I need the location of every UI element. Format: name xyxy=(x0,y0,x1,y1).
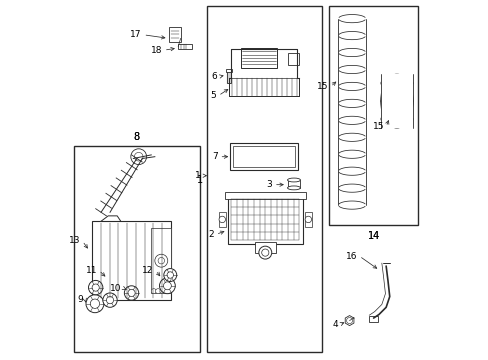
Bar xyxy=(233,146,295,167)
Circle shape xyxy=(90,299,100,309)
Text: 13: 13 xyxy=(69,237,81,246)
Text: 7: 7 xyxy=(211,152,217,161)
Text: 3: 3 xyxy=(266,180,271,189)
Circle shape xyxy=(261,249,268,256)
Text: 1: 1 xyxy=(197,175,203,185)
Text: 12: 12 xyxy=(142,266,153,275)
Circle shape xyxy=(134,152,142,161)
Bar xyxy=(178,44,191,49)
Circle shape xyxy=(305,216,311,223)
Text: 2: 2 xyxy=(208,230,214,239)
Circle shape xyxy=(163,269,176,282)
Text: 14: 14 xyxy=(366,231,379,240)
Bar xyxy=(230,143,298,170)
Bar xyxy=(241,48,276,68)
Circle shape xyxy=(151,289,156,294)
Bar xyxy=(380,74,412,128)
Text: 15: 15 xyxy=(317,82,328,91)
Text: 4: 4 xyxy=(331,320,337,329)
Ellipse shape xyxy=(380,74,412,128)
Circle shape xyxy=(88,280,102,295)
Circle shape xyxy=(167,272,173,278)
Circle shape xyxy=(131,149,146,165)
Bar xyxy=(287,180,300,188)
Text: 10: 10 xyxy=(110,284,122,293)
Circle shape xyxy=(163,282,171,290)
Ellipse shape xyxy=(287,178,300,182)
Text: 14: 14 xyxy=(366,231,379,240)
Bar xyxy=(169,27,180,42)
Bar xyxy=(287,53,298,65)
Circle shape xyxy=(124,286,139,300)
Bar xyxy=(328,6,418,225)
Bar xyxy=(304,212,311,226)
Bar xyxy=(254,242,276,253)
Text: 8: 8 xyxy=(134,132,140,142)
Bar xyxy=(92,221,171,300)
Bar xyxy=(206,6,321,352)
Circle shape xyxy=(346,318,352,324)
Text: 16: 16 xyxy=(345,252,357,261)
Circle shape xyxy=(159,278,175,294)
Circle shape xyxy=(102,293,117,307)
Circle shape xyxy=(155,289,160,294)
Text: 9: 9 xyxy=(77,294,83,303)
Ellipse shape xyxy=(385,82,407,120)
Ellipse shape xyxy=(287,186,300,190)
Text: 6: 6 xyxy=(211,72,217,81)
Circle shape xyxy=(128,289,135,297)
Text: 17: 17 xyxy=(130,30,142,39)
Text: 11: 11 xyxy=(85,266,97,275)
Bar xyxy=(218,212,225,226)
Circle shape xyxy=(158,257,164,264)
Text: 1: 1 xyxy=(195,171,201,180)
Circle shape xyxy=(155,254,167,267)
Bar xyxy=(227,195,303,244)
Text: 5: 5 xyxy=(210,91,216,100)
Circle shape xyxy=(86,295,104,313)
Bar xyxy=(226,71,230,83)
Bar xyxy=(74,146,199,352)
Circle shape xyxy=(92,284,99,291)
Circle shape xyxy=(164,289,169,294)
Circle shape xyxy=(258,246,271,259)
Text: 18: 18 xyxy=(150,46,162,55)
Circle shape xyxy=(160,289,164,294)
Text: 15: 15 xyxy=(372,122,384,131)
Text: 8: 8 xyxy=(134,132,140,142)
Bar xyxy=(224,192,305,199)
Circle shape xyxy=(106,297,113,304)
Circle shape xyxy=(219,216,225,223)
Bar xyxy=(368,316,377,321)
Bar xyxy=(225,69,231,72)
Bar xyxy=(151,228,171,293)
